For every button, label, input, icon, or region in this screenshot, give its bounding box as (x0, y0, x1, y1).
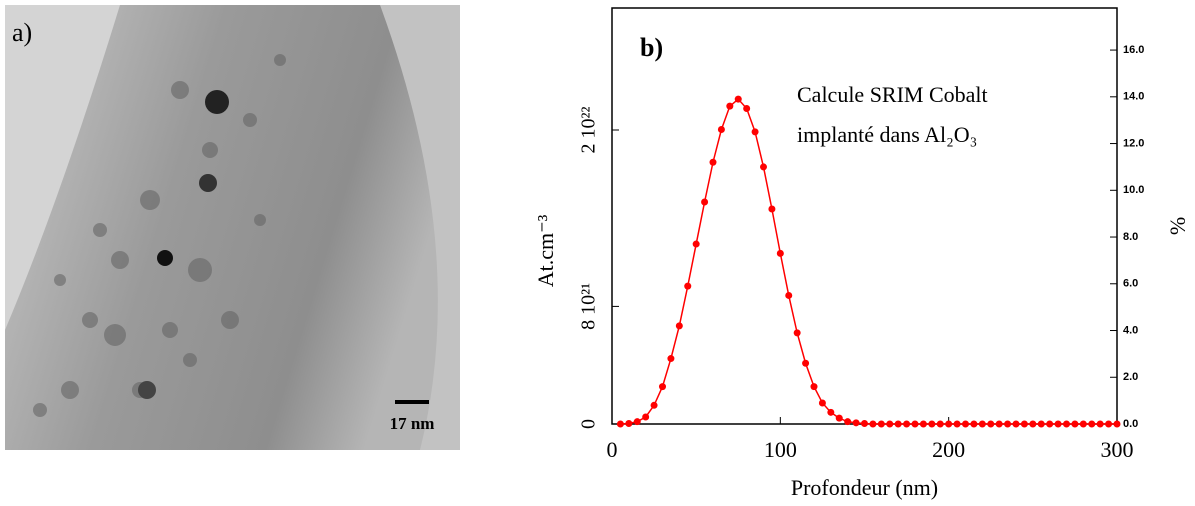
y2-tick-label: 4.0 (1123, 324, 1138, 336)
data-point (953, 420, 961, 428)
data-point (1063, 420, 1070, 428)
data-point (1037, 420, 1045, 428)
data-point (734, 95, 742, 103)
data-point (776, 249, 784, 257)
data-point (978, 420, 986, 428)
data-point (903, 420, 911, 428)
y-axis-label: At.cm⁻³ (533, 214, 558, 287)
y2-tick-label: 14.0 (1123, 91, 1144, 103)
data-point (684, 282, 692, 290)
data-point (852, 419, 860, 427)
y2-axis-label: % (1165, 217, 1190, 235)
chart-title: b) (640, 33, 663, 62)
data-point (936, 420, 944, 428)
data-point (751, 128, 759, 136)
x-axis-label: Profondeur (nm) (791, 475, 938, 500)
data-point (844, 418, 852, 426)
data-point (675, 322, 683, 330)
data-point (877, 420, 885, 428)
y2-tick-label: 0.0 (1123, 418, 1138, 430)
data-point (827, 408, 835, 416)
y2-tick-label: 8.0 (1123, 231, 1138, 243)
data-point (962, 420, 969, 428)
data-point (869, 420, 877, 428)
y-tick-label: 8 10²¹ (578, 283, 600, 330)
y2-tick-label: 16.0 (1123, 44, 1144, 56)
data-point (616, 420, 624, 428)
data-point (861, 420, 868, 428)
data-point (659, 383, 666, 391)
data-point (633, 418, 641, 426)
data-point (995, 420, 1003, 428)
y2-tick-label: 2.0 (1123, 371, 1138, 383)
data-point (701, 198, 709, 206)
data-point (835, 414, 843, 422)
x-tick-label: 0 (607, 437, 618, 462)
annotation: Calcule SRIM Cobalt (797, 82, 988, 107)
scale-bar-label: 17 nm (390, 414, 435, 433)
data-point (1046, 420, 1054, 428)
data-point (802, 359, 810, 367)
data-point (1071, 420, 1079, 428)
data-point (987, 420, 995, 428)
data-point (650, 401, 658, 409)
y-tick-label: 2 10²² (578, 107, 600, 154)
data-point (1105, 420, 1113, 428)
data-point (928, 420, 936, 428)
data-point (810, 383, 818, 391)
data-point (709, 158, 717, 166)
data-point (760, 163, 767, 171)
data-point (1020, 420, 1028, 428)
data-point (625, 420, 633, 428)
data-point (667, 355, 675, 363)
series-line (620, 98, 1117, 425)
y-tick-label: 0 (578, 419, 600, 429)
data-point (743, 104, 751, 112)
data-point (1029, 420, 1037, 428)
data-point (1113, 420, 1121, 428)
data-point (1012, 420, 1020, 428)
plot-frame (611, 7, 1118, 425)
data-point (818, 399, 826, 407)
data-point (911, 420, 919, 428)
data-point (717, 126, 725, 134)
panel-label: a) (12, 18, 32, 47)
data-point (793, 329, 801, 337)
data-point (768, 205, 776, 213)
data-point (945, 420, 953, 428)
y2-tick-label: 10.0 (1123, 184, 1144, 196)
data-point (642, 413, 650, 421)
y2-tick-label: 6.0 (1123, 278, 1138, 290)
annotation: implanté dans Al₂O₃ (797, 122, 977, 147)
data-point (970, 420, 978, 428)
y2-tick-label: 12.0 (1123, 137, 1144, 149)
x-tick-label: 100 (764, 437, 797, 462)
x-tick-label: 300 (1101, 437, 1134, 462)
data-point (1079, 420, 1087, 428)
data-point (726, 102, 734, 110)
tem-image (5, 5, 460, 450)
data-point (894, 420, 902, 428)
data-point (919, 420, 927, 428)
data-point (1054, 420, 1062, 428)
data-point (886, 420, 894, 428)
data-point (1004, 420, 1012, 428)
data-point (1096, 420, 1104, 428)
data-point (692, 240, 700, 248)
data-point (785, 291, 793, 299)
x-tick-label: 200 (932, 437, 965, 462)
data-point (1088, 420, 1096, 428)
